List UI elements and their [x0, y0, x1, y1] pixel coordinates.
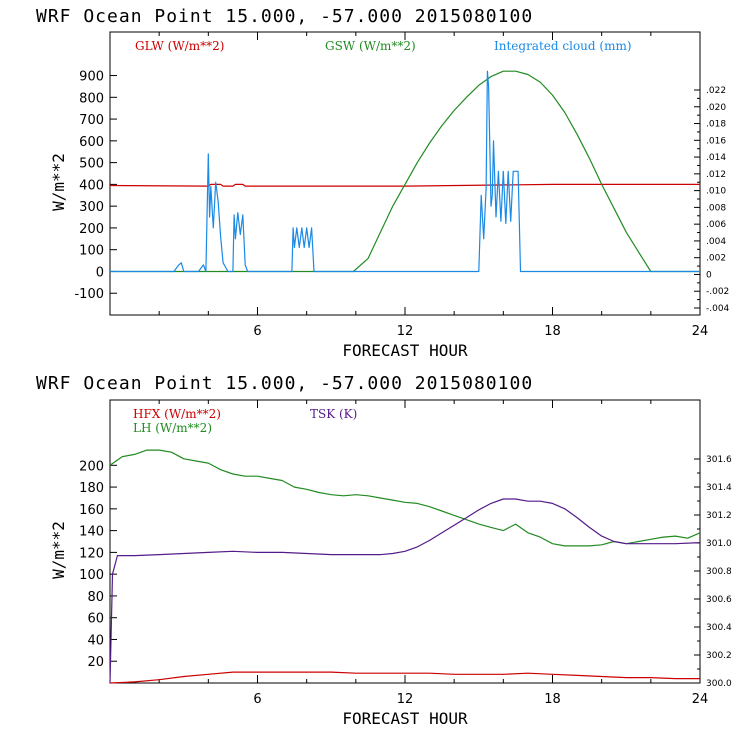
series-line-glw — [109, 183, 700, 187]
bottom-y-axis-label: W/m**2 — [49, 521, 68, 579]
right-y-tick-label: .018 — [706, 120, 726, 130]
y-tick-label: 600 — [79, 135, 104, 150]
y-tick-label: 100 — [79, 568, 104, 583]
legend-glw: GLW (W/m**2) — [135, 39, 224, 53]
right-y-tick-label: 301.2 — [706, 511, 732, 521]
y-tick-label: 800 — [79, 91, 104, 106]
legend-tsk: TSK (K) — [310, 407, 357, 421]
right-y-tick-label: -.002 — [706, 287, 729, 297]
right-y-tick-label: .002 — [706, 254, 726, 264]
bottom-chart-frame — [109, 399, 701, 684]
y-tick-label: 900 — [79, 70, 104, 85]
x-tick-label: 18 — [544, 692, 561, 707]
legend-gsw: GSW (W/m**2) — [325, 39, 416, 53]
series-line-gsw — [110, 70, 700, 273]
right-y-tick-label: 0 — [706, 270, 712, 280]
x-tick-label: 24 — [692, 324, 709, 339]
y-tick-label: 0 — [96, 265, 104, 280]
top-chart: WRF Ocean Point 15.000, -57.000 20150801… — [36, 6, 730, 360]
series-line-lh — [109, 449, 701, 547]
right-y-tick-label: 300.6 — [706, 595, 732, 605]
right-y-tick-label: .004 — [706, 237, 726, 247]
y-tick-label: 300 — [79, 200, 104, 215]
x-tick-label: 6 — [253, 692, 261, 707]
right-y-tick-label: 300.4 — [706, 623, 732, 633]
top-chart-frame — [109, 31, 701, 316]
y-tick-label: 20 — [87, 655, 104, 670]
y-tick-label: 140 — [79, 525, 104, 540]
series-line-hfx — [109, 671, 700, 684]
top-chart-title: WRF Ocean Point 15.000, -57.000 20150801… — [36, 6, 533, 27]
y-tick-label: 500 — [79, 157, 104, 172]
bottom-chart-title: WRF Ocean Point 15.000, -57.000 20150801… — [36, 373, 533, 394]
y-tick-label: 700 — [79, 113, 104, 128]
right-y-tick-label: .022 — [706, 86, 726, 96]
right-y-tick-label: 301.4 — [706, 483, 732, 493]
legend-hfx: HFX (W/m**2) — [133, 407, 221, 421]
y-tick-label: 80 — [87, 590, 104, 605]
right-y-tick-label: 300.8 — [706, 567, 732, 577]
x-tick-label: 6 — [253, 324, 261, 339]
y-tick-label: 200 — [79, 222, 104, 237]
top-x-axis-label: FORECAST HOUR — [342, 341, 468, 360]
y-tick-label: 200 — [79, 459, 104, 474]
right-y-tick-label: 300.0 — [706, 679, 732, 689]
legend-integrated-cloud: Integrated cloud (mm) — [494, 39, 632, 53]
right-y-tick-label: 301.6 — [706, 455, 732, 465]
y-tick-label: 120 — [79, 546, 104, 561]
series-line-tsk — [109, 498, 701, 684]
x-tick-label: 12 — [397, 692, 414, 707]
y-tick-label: 40 — [87, 633, 104, 648]
right-y-tick-label: 301.0 — [706, 539, 732, 549]
top-y-axis-label: W/m**2 — [49, 153, 68, 211]
x-tick-label: 24 — [692, 692, 709, 707]
x-tick-label: 12 — [397, 324, 414, 339]
right-y-tick-label: .010 — [706, 187, 726, 197]
y-tick-label: 160 — [79, 503, 104, 518]
right-y-tick-label: 300.2 — [706, 651, 732, 661]
right-y-tick-label: .012 — [706, 170, 726, 180]
y-tick-label: 180 — [79, 481, 104, 496]
x-tick-label: 18 — [544, 324, 561, 339]
bottom-chart: WRF Ocean Point 15.000, -57.000 20150801… — [36, 373, 732, 728]
bottom-x-axis-label: FORECAST HOUR — [342, 709, 468, 728]
series-line-integrated — [110, 70, 700, 273]
right-y-tick-label: -.004 — [706, 304, 730, 314]
right-y-tick-label: .014 — [706, 153, 726, 163]
right-y-tick-label: .016 — [706, 136, 726, 146]
y-tick-label: -100 — [74, 287, 104, 302]
right-y-tick-label: .008 — [706, 203, 726, 213]
y-tick-label: 60 — [87, 612, 104, 627]
right-y-tick-label: .006 — [706, 220, 726, 230]
right-y-tick-label: .020 — [706, 103, 726, 113]
legend-lh: LH (W/m**2) — [133, 421, 212, 435]
y-tick-label: 100 — [79, 244, 104, 259]
y-tick-label: 400 — [79, 178, 104, 193]
